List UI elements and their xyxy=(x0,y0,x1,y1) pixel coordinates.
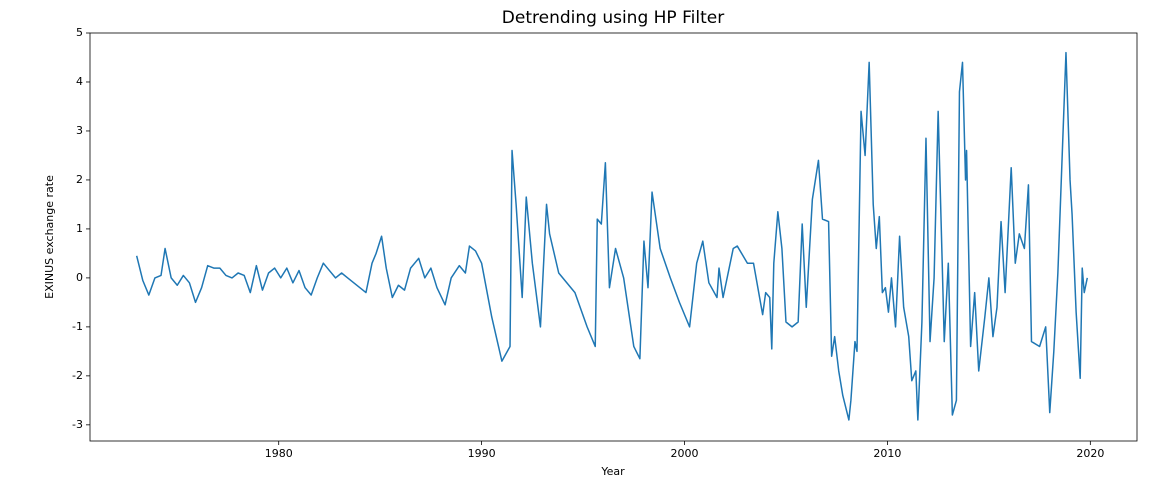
y-tick-label: -3 xyxy=(72,418,83,431)
x-axis-label: Year xyxy=(600,465,625,478)
y-tick-label: 3 xyxy=(76,124,83,137)
y-tick-label: 4 xyxy=(76,75,83,88)
y-tick-label: 0 xyxy=(76,271,83,284)
plot-frame xyxy=(89,32,1138,442)
y-tick-label: 1 xyxy=(76,222,83,235)
y-tick-label: 5 xyxy=(76,26,83,39)
data-line xyxy=(135,51,1089,421)
x-tick-label: 1990 xyxy=(468,447,496,460)
x-tick-label: 2000 xyxy=(671,447,699,460)
y-tick-label: 2 xyxy=(76,173,83,186)
y-tick-label: -2 xyxy=(72,369,83,382)
chart-title: Detrending using HP Filter xyxy=(502,8,724,28)
x-tick-label: 2010 xyxy=(873,447,901,460)
x-tick-label: 1980 xyxy=(265,447,293,460)
x-tick-label: 2020 xyxy=(1076,447,1104,460)
y-axis-label: EXINUS exchange rate xyxy=(43,175,56,299)
y-tick-label: -1 xyxy=(72,320,83,333)
